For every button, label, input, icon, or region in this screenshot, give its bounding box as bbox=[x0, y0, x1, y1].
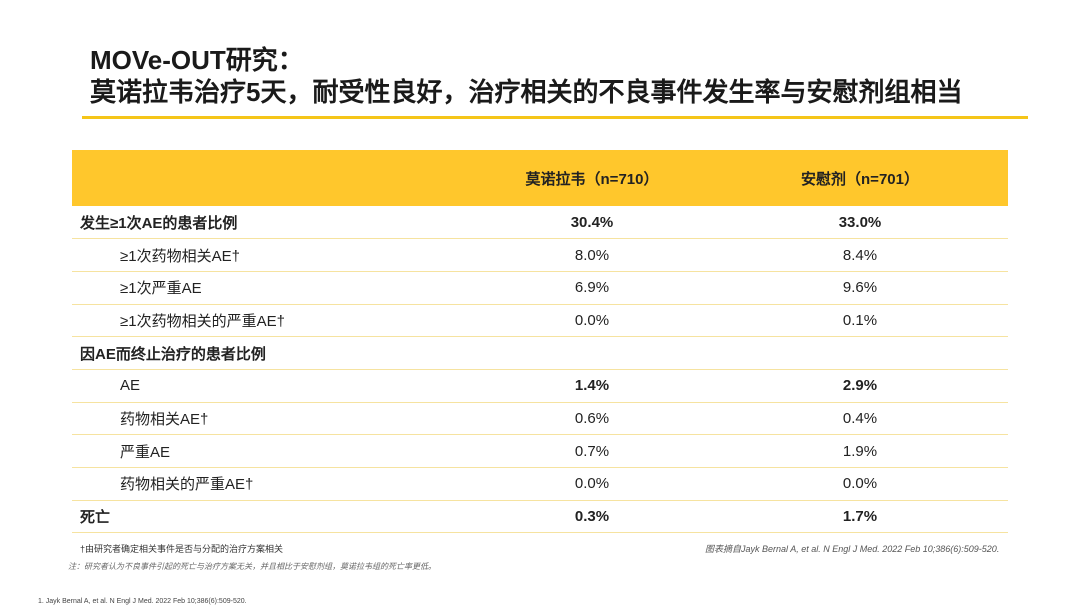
row-label: 死亡 bbox=[72, 500, 472, 534]
placebo-value: 1.9% bbox=[712, 434, 1008, 468]
table-row: 药物相关AE† 0.6% 0.4% bbox=[72, 402, 1008, 436]
header-placebo: 安慰剂（n=701） bbox=[801, 170, 919, 188]
placebo-value: 1.7% bbox=[712, 500, 1008, 534]
molnupiravir-value: 30.4% bbox=[472, 206, 712, 240]
table-row: 药物相关的严重AE† 0.0% 0.0% bbox=[72, 467, 1008, 501]
row-label: 严重AE bbox=[72, 434, 472, 468]
table-row: 发生≥1次AE的患者比例 30.4% 33.0% bbox=[72, 206, 1008, 240]
placebo-value bbox=[712, 336, 1008, 370]
placebo-value: 0.4% bbox=[712, 402, 1008, 436]
table-row: ≥1次药物相关的严重AE† 0.0% 0.1% bbox=[72, 304, 1008, 338]
row-label: 因AE而终止治疗的患者比例 bbox=[72, 336, 472, 370]
table-row: ≥1次严重AE 6.9% 9.6% bbox=[72, 271, 1008, 305]
table-header: 莫诺拉韦（n=710） 安慰剂（n=701） bbox=[72, 150, 1008, 206]
row-label: ≥1次药物相关AE† bbox=[72, 238, 472, 272]
molnupiravir-value: 6.9% bbox=[472, 271, 712, 305]
row-label: AE bbox=[72, 369, 472, 403]
title-line-1: MOVe-OUT研究： bbox=[90, 45, 304, 75]
title-divider bbox=[82, 116, 1028, 119]
placebo-value: 9.6% bbox=[712, 271, 1008, 305]
header-blank bbox=[72, 150, 472, 206]
molnupiravir-value: 0.0% bbox=[472, 304, 712, 338]
note-footnote: 注：研究者认为不良事件引起的死亡与治疗方案无关，并且相比于安慰剂组，莫诺拉韦组的… bbox=[68, 562, 436, 571]
slide-title: MOVe-OUT研究： 莫诺拉韦治疗5天，耐受性良好，治疗相关的不良事件发生率与… bbox=[90, 44, 962, 108]
molnupiravir-value: 1.4% bbox=[472, 369, 712, 403]
placebo-value: 2.9% bbox=[712, 369, 1008, 403]
row-label: 药物相关AE† bbox=[72, 402, 472, 436]
table-row: 死亡 0.3% 1.7% bbox=[72, 500, 1008, 534]
header-molnupiravir: 莫诺拉韦（n=710） bbox=[525, 170, 659, 188]
placebo-value: 8.4% bbox=[712, 238, 1008, 272]
table-row: AE 1.4% 2.9% bbox=[72, 369, 1008, 403]
molnupiravir-value: 8.0% bbox=[472, 238, 712, 272]
row-label: ≥1次严重AE bbox=[72, 271, 472, 305]
molnupiravir-value: 0.0% bbox=[472, 467, 712, 501]
title-line-2: 莫诺拉韦治疗5天，耐受性良好，治疗相关的不良事件发生率与安慰剂组相当 bbox=[90, 77, 963, 107]
placebo-value: 0.0% bbox=[712, 467, 1008, 501]
dagger-footnote: †由研究者确定相关事件是否与分配的治疗方案相关 bbox=[80, 544, 284, 554]
table-row: ≥1次药物相关AE† 8.0% 8.4% bbox=[72, 238, 1008, 272]
molnupiravir-value: 0.6% bbox=[472, 402, 712, 436]
table-row: 严重AE 0.7% 1.9% bbox=[72, 434, 1008, 468]
row-label: 发生≥1次AE的患者比例 bbox=[72, 206, 472, 240]
source-citation: 图表摘自Jayk Bernal A, et al. N Engl J Med. … bbox=[705, 544, 1000, 554]
molnupiravir-value: 0.7% bbox=[472, 434, 712, 468]
reference: 1. Jayk Bernal A, et al. N Engl J Med. 2… bbox=[38, 598, 247, 605]
row-label: ≥1次药物相关的严重AE† bbox=[72, 304, 472, 338]
row-label: 药物相关的严重AE† bbox=[72, 467, 472, 501]
molnupiravir-value: 0.3% bbox=[472, 500, 712, 534]
molnupiravir-value bbox=[472, 336, 712, 370]
placebo-value: 0.1% bbox=[712, 304, 1008, 338]
table-row: 因AE而终止治疗的患者比例 bbox=[72, 336, 1008, 370]
adverse-events-table: 莫诺拉韦（n=710） 安慰剂（n=701） 发生≥1次AE的患者比例 30.4… bbox=[72, 150, 1008, 534]
placebo-value: 33.0% bbox=[712, 206, 1008, 240]
